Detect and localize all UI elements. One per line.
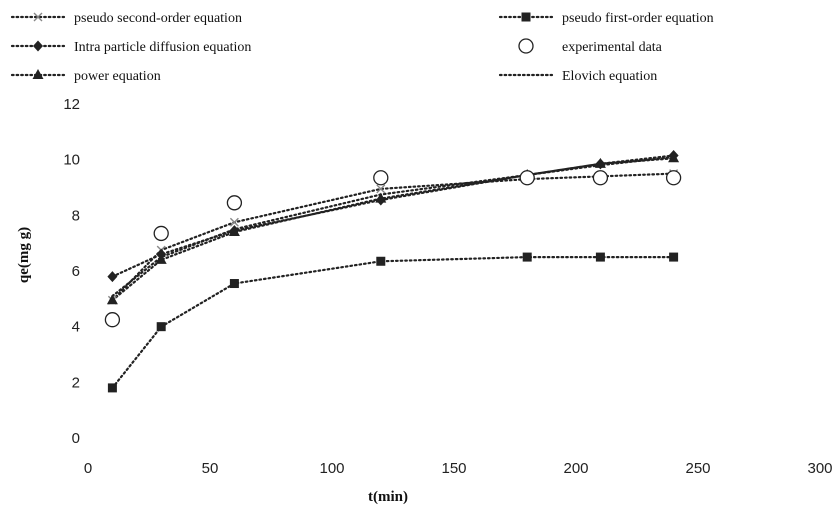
data-point-power-equation [106,294,118,305]
data-point-experimental-data [373,170,389,186]
data-point-experimental-data [104,312,121,328]
legend-item-power-equation: power equation [10,69,161,84]
legend-marker-swatch [521,12,531,22]
legend-label: Elovich equation [562,69,657,84]
y-tick-label: 2 [72,374,80,391]
data-point-intra-particle-diffusion-equation [375,194,386,206]
x-tick-label: 250 [685,460,710,477]
y-tick-label: 6 [72,263,80,280]
data-point-pseudo-first-order-equation [595,252,605,262]
legend-marker-swatch [33,12,43,22]
data-point-intra-particle-diffusion-equation [107,271,118,283]
x-tick-label: 100 [319,460,344,477]
x-tick-label: 150 [441,460,466,477]
legend: pseudo second-order equation pseudo first… [10,11,714,84]
data-point-pseudo-second-order-equation [376,184,386,194]
legend-marker-swatch [518,38,534,54]
data-point-experimental-data [519,170,535,186]
x-tick-label: 0 [84,460,92,477]
legend-item-pseudo-second-order-equation: pseudo second-order equation [10,11,242,26]
data-point-intra-particle-diffusion-equation [229,225,240,237]
data-point-pseudo-second-order-equation [229,217,239,227]
data-point-experimental-data [153,225,169,242]
legend-label: Intra particle diffusion equation [74,40,251,55]
data-point-pseudo-first-order-equation [669,252,679,262]
data-point-experimental-data [592,170,609,186]
y-axis-title: qe(mg g) [16,227,32,283]
y-tick-label: 12 [63,96,80,113]
legend-item-elovich-equation: Elovich equation [498,69,657,84]
y-tick-label: 4 [72,319,80,336]
y-tick-label: 8 [72,207,80,224]
data-point-intra-particle-diffusion-equation [595,158,606,170]
legend-item-experimental-data: experimental data [518,38,663,55]
legend-marker-swatch [32,69,44,79]
data-point-pseudo-first-order-equation [376,256,386,266]
x-axis-title: t(min) [368,489,408,505]
legend-label: pseudo second-order equation [74,11,242,26]
y-tick-label: 0 [72,430,80,447]
series-line-intra-particle-diffusion-equation [111,154,675,278]
x-axis-ticks: 0 50 100 150 200 250 300 [84,460,833,477]
data-point-experimental-data [665,170,682,186]
legend-label: pseudo first-order equation [562,11,714,26]
data-point-pseudo-first-order-equation [229,279,239,289]
data-point-intra-particle-diffusion-equation [668,149,679,161]
data-point-intra-particle-diffusion-equation [156,248,167,260]
data-point-pseudo-first-order-equation [156,322,166,332]
x-tick-label: 200 [563,460,588,477]
x-tick-label: 50 [202,460,219,477]
legend-marker-swatch [33,40,43,52]
legend-label: power equation [74,69,161,84]
series-line-pseudo-first-order-equation [111,256,675,389]
plot-area [104,149,682,393]
legend-item-pseudo-first-order-equation: pseudo first-order equation [498,11,714,26]
y-axis-ticks: 0 2 4 6 8 10 12 [63,96,80,447]
data-point-pseudo-first-order-equation [522,252,532,262]
y-tick-label: 10 [63,152,80,169]
legend-label: experimental data [562,40,663,55]
series-line-power-equation [111,157,675,302]
legend-item-intra-particle-diffusion-equation: Intra particle diffusion equation [10,40,251,55]
x-tick-label: 300 [807,460,832,477]
data-point-experimental-data [226,195,243,211]
data-point-pseudo-first-order-equation [107,383,117,393]
